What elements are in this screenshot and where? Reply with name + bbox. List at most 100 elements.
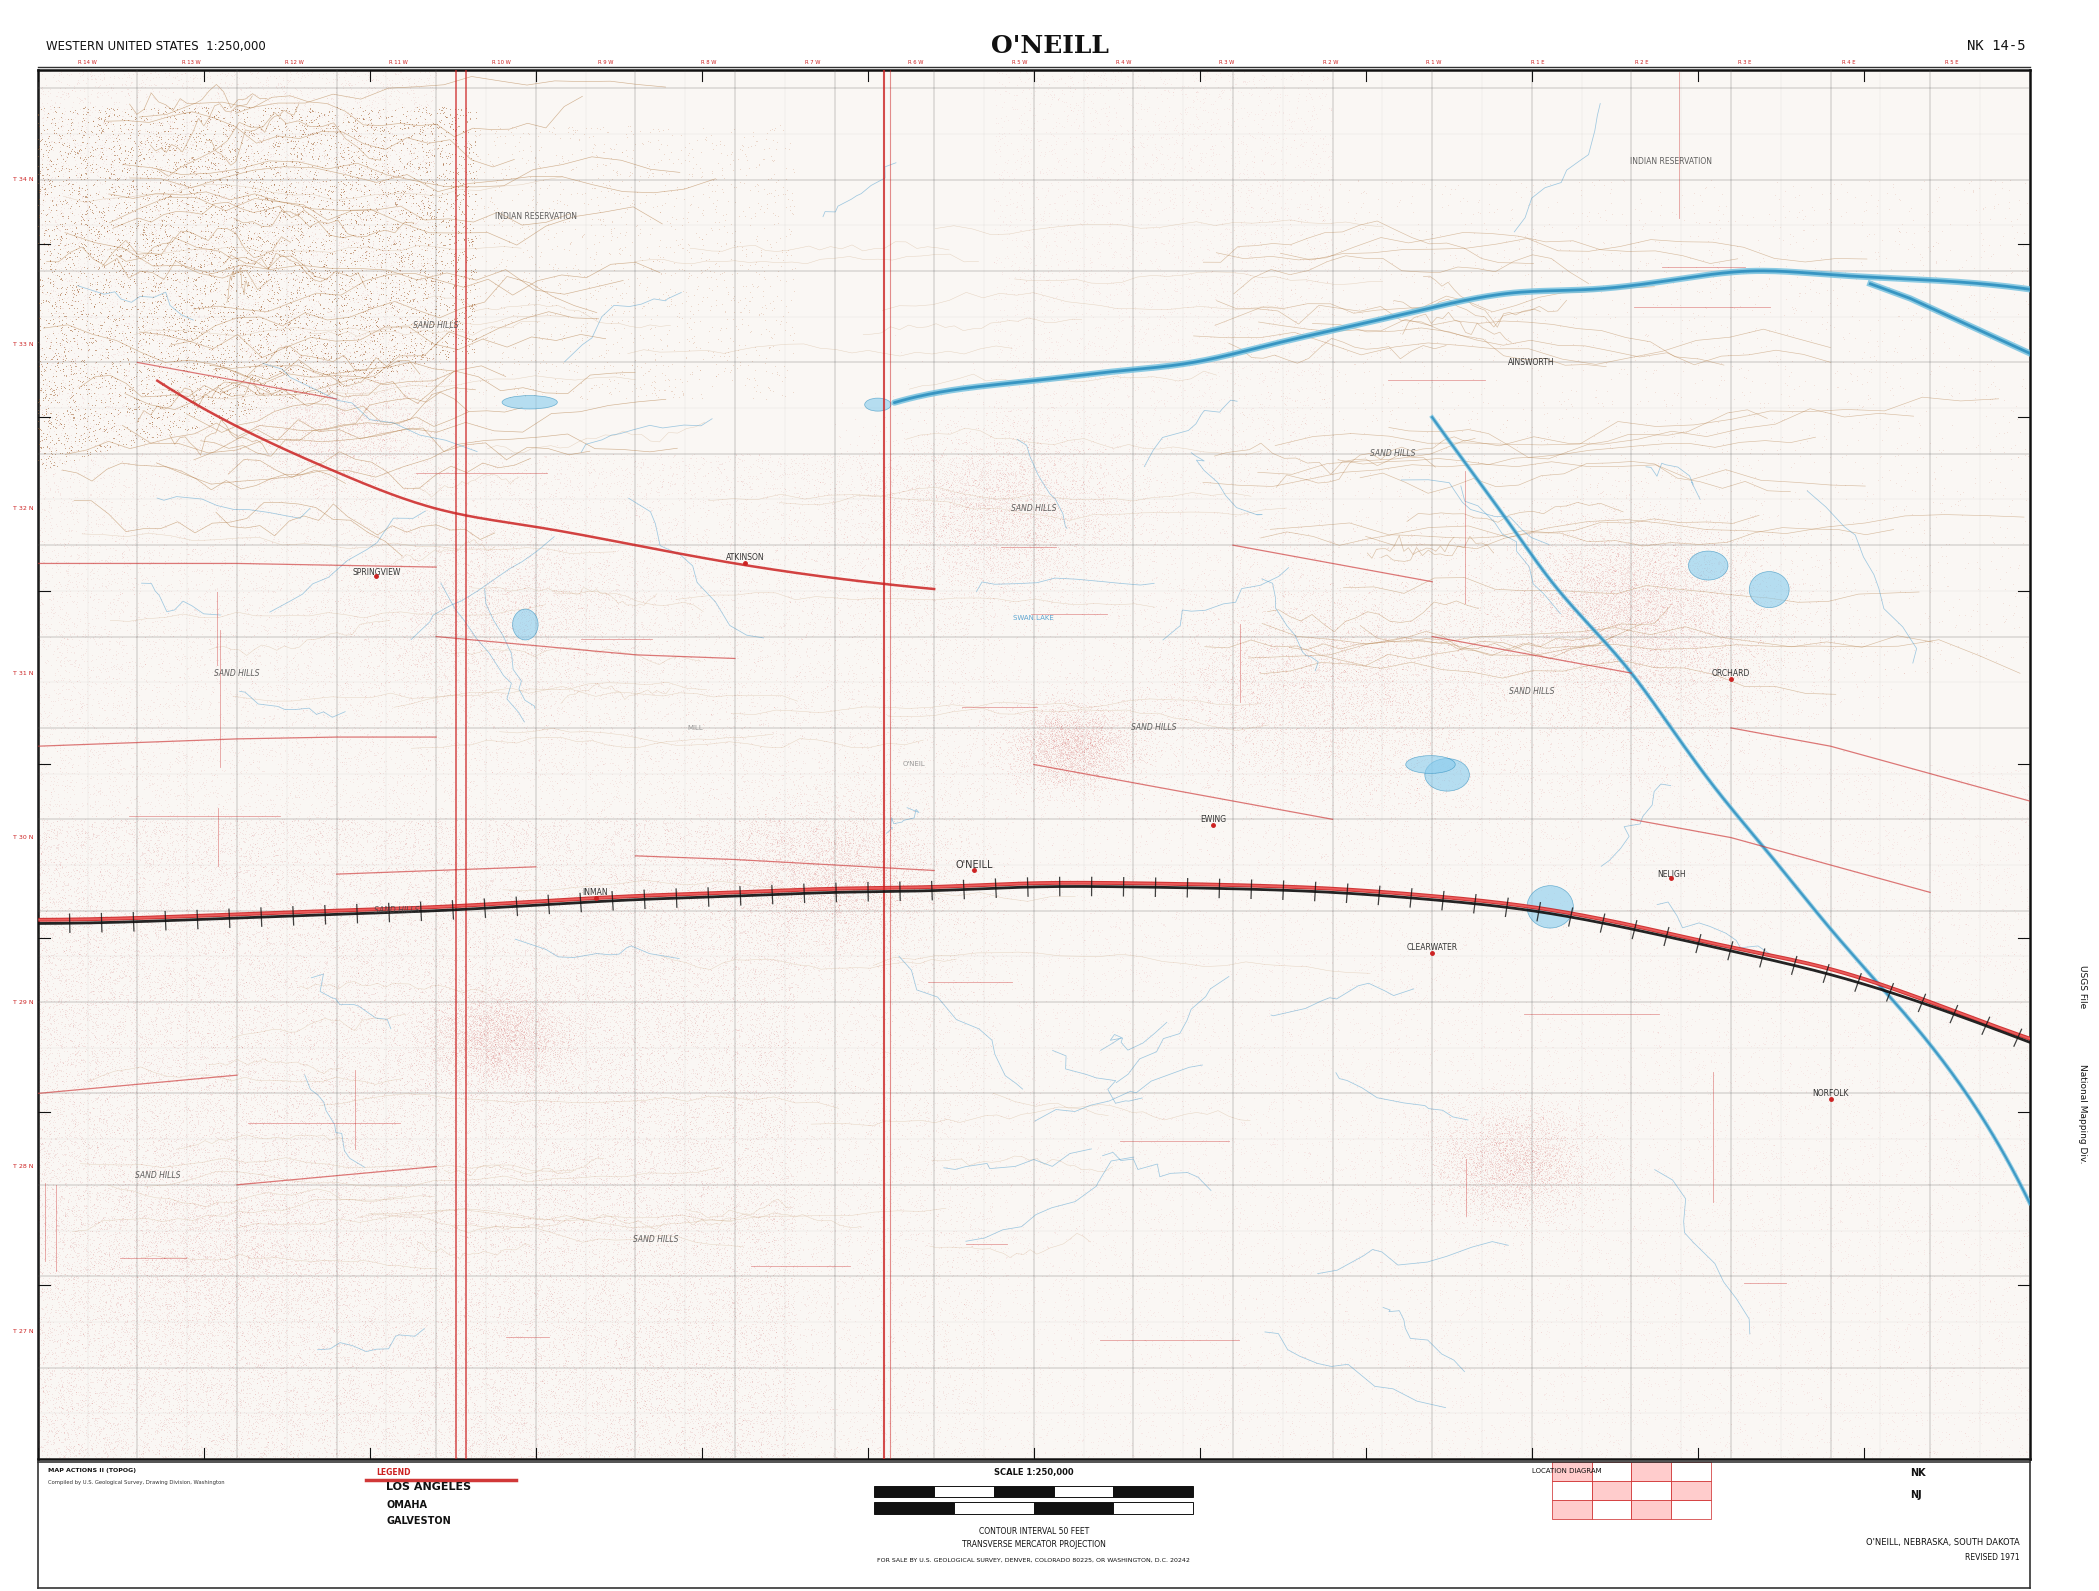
Point: [94, 315, 128, 340]
Point: [1492, 1185, 1526, 1211]
Point: [1209, 1292, 1243, 1317]
Point: [1432, 722, 1465, 748]
Point: [237, 449, 271, 474]
Point: [99, 240, 132, 266]
Point: [1463, 753, 1497, 778]
Point: [1494, 1141, 1528, 1166]
Point: [372, 1303, 405, 1328]
Point: [319, 442, 353, 468]
Point: [254, 1235, 288, 1260]
Point: [1289, 730, 1322, 756]
Point: [634, 1058, 667, 1083]
Point: [80, 1026, 113, 1052]
Point: [1490, 781, 1524, 807]
Point: [747, 1015, 781, 1041]
Point: [369, 334, 403, 360]
Point: [1117, 423, 1150, 449]
Point: [1285, 740, 1318, 765]
Point: [1646, 808, 1679, 834]
Point: [1860, 194, 1893, 220]
Point: [1026, 788, 1060, 813]
Point: [1138, 487, 1171, 512]
Point: [481, 1266, 514, 1292]
Point: [208, 757, 241, 783]
Point: [663, 1432, 697, 1457]
Point: [437, 598, 470, 624]
Point: [1226, 1231, 1259, 1257]
Point: [1648, 531, 1681, 557]
Point: [686, 452, 720, 477]
Point: [741, 1228, 775, 1254]
Point: [680, 683, 714, 708]
Point: [353, 1321, 386, 1346]
Point: [661, 1157, 695, 1182]
Point: [332, 1211, 365, 1236]
Point: [1973, 888, 2007, 913]
Point: [1511, 1174, 1545, 1200]
Point: [1835, 640, 1868, 665]
Point: [989, 948, 1022, 974]
Point: [525, 635, 558, 660]
Point: [1967, 194, 2000, 220]
Point: [414, 1255, 447, 1281]
Point: [718, 1348, 751, 1373]
Point: [1102, 302, 1136, 328]
Point: [361, 426, 395, 452]
Point: [724, 1389, 758, 1414]
Point: [959, 522, 993, 547]
Point: [1033, 783, 1066, 808]
Point: [189, 1052, 222, 1077]
Point: [1457, 538, 1490, 563]
Point: [306, 1139, 340, 1165]
Point: [1604, 632, 1637, 657]
Point: [1595, 832, 1629, 858]
Point: [1068, 159, 1102, 185]
Point: [296, 434, 330, 460]
Point: [292, 576, 325, 601]
Point: [65, 208, 99, 234]
Point: [718, 1203, 751, 1228]
Point: [1494, 1077, 1528, 1103]
Point: [546, 571, 579, 597]
Point: [1243, 853, 1276, 878]
Point: [789, 940, 823, 966]
Point: [800, 772, 833, 797]
Point: [854, 880, 888, 905]
Point: [340, 1271, 374, 1297]
Point: [57, 116, 90, 142]
Point: [1387, 620, 1421, 646]
Point: [508, 1021, 542, 1047]
Point: [210, 118, 243, 143]
Point: [327, 648, 361, 673]
Point: [455, 293, 489, 318]
Point: [1029, 504, 1062, 530]
Point: [653, 568, 686, 593]
Point: [160, 655, 193, 681]
Point: [332, 1384, 365, 1410]
Point: [680, 1012, 714, 1037]
Point: [1261, 99, 1295, 124]
Point: [357, 266, 390, 291]
Point: [605, 815, 638, 840]
Point: [630, 511, 663, 536]
Point: [1350, 627, 1383, 652]
Point: [279, 864, 313, 889]
Point: [607, 1013, 640, 1039]
Point: [162, 881, 195, 907]
Point: [661, 1227, 695, 1252]
Point: [246, 508, 279, 533]
Point: [369, 1265, 403, 1290]
Point: [130, 266, 164, 291]
Point: [1446, 1122, 1480, 1147]
Point: [212, 1270, 246, 1295]
Point: [968, 522, 1001, 547]
Point: [216, 886, 250, 912]
Point: [1419, 1123, 1453, 1149]
Point: [283, 950, 317, 975]
Point: [980, 342, 1014, 368]
Point: [23, 180, 57, 205]
Point: [535, 590, 569, 616]
Point: [195, 1289, 229, 1314]
Point: [1018, 245, 1052, 270]
Point: [1427, 1160, 1461, 1185]
